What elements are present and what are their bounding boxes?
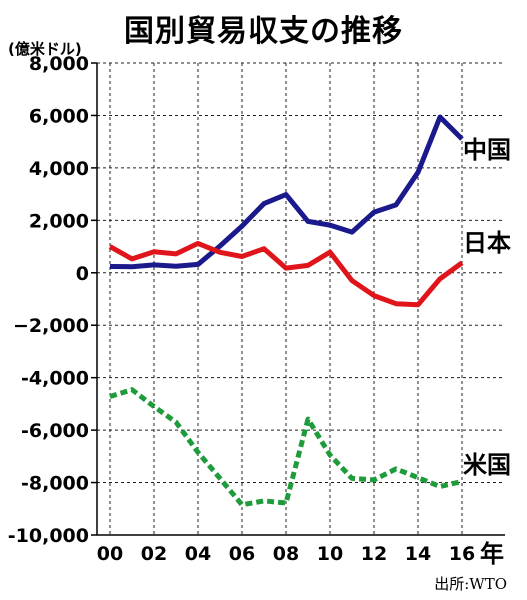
- x-tick-label: 06: [229, 543, 255, 565]
- series-line-1: [108, 240, 464, 308]
- chart-title: 国別貿易収支の推移: [124, 14, 403, 49]
- series-line-0: [109, 114, 464, 270]
- x-tick-label: 16: [449, 543, 475, 565]
- y-tick-label: -8,000: [21, 473, 89, 495]
- grid-lines: [97, 62, 505, 535]
- series-lines: [108, 114, 464, 508]
- x-tick-labels: 00 02 04 06 08 10 12 14 16 年: [97, 540, 504, 568]
- x-tick-label: 14: [405, 543, 431, 565]
- x-tick-label: 10: [317, 543, 343, 565]
- series-label-1: 日本: [463, 229, 511, 257]
- y-tick-label: 6,000: [29, 105, 89, 127]
- series-label-0: 中国: [463, 136, 511, 164]
- y-axis-unit-label: (億米ドル): [8, 40, 82, 58]
- y-tick-labels: 8,000 6,000 4,000 2,000 0 −2,000 -4,000 -6,000 -…: [8, 53, 89, 547]
- y-tick-label: 8,000: [29, 53, 89, 75]
- series-line-2: [109, 387, 463, 508]
- y-tick-label: -10,000: [8, 525, 89, 547]
- x-tick-label: 12: [361, 543, 387, 565]
- x-tick-label: 04: [185, 543, 211, 565]
- x-axis-label: 年: [480, 540, 504, 568]
- y-tick-label: 2,000: [29, 210, 89, 232]
- y-tick-label: -6,000: [21, 420, 89, 442]
- y-tick-label: 4,000: [29, 158, 89, 180]
- y-tick-label: −2,000: [13, 315, 89, 337]
- x-tick-label: 00: [97, 543, 123, 565]
- source-note: 出所:WTO: [434, 575, 507, 593]
- x-tick-label: 02: [141, 543, 167, 565]
- y-tick-label: 0: [76, 263, 89, 285]
- series-label-2: 米国: [463, 451, 511, 479]
- x-tick-label: 08: [273, 543, 299, 565]
- y-tick-label: -4,000: [21, 368, 89, 390]
- axes: [91, 62, 505, 536]
